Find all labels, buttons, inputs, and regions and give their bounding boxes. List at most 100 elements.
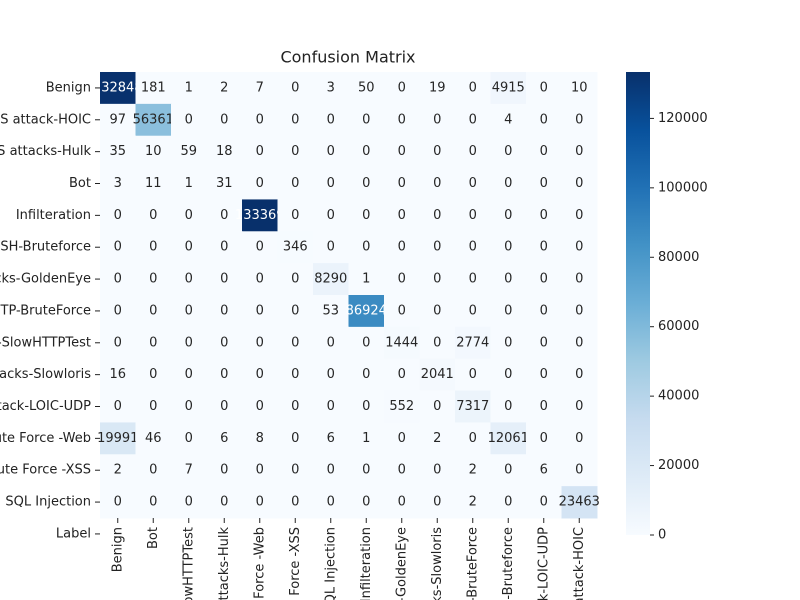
cell-label: 0 [220, 399, 228, 414]
cell-label: 50 [358, 80, 375, 95]
heatmap-cell [561, 135, 598, 169]
cell-label: 11 [145, 176, 162, 191]
heatmap-cell [455, 167, 491, 200]
heatmap-cell [490, 231, 527, 264]
y-tick-label: DDOS attack-HOIC [0, 112, 91, 127]
y-tick-label: Brute Force -XSS [0, 463, 91, 478]
cell-label: 0 [291, 144, 299, 159]
x-tick-label: DoS attacks-Hulk [217, 527, 232, 600]
cell-label: 0 [149, 272, 157, 287]
cell-label: 0 [540, 367, 548, 382]
cell-label: 0 [504, 495, 512, 510]
cell-label: 0 [504, 240, 512, 255]
heatmap-cell [419, 167, 456, 200]
cell-label: 0 [540, 303, 548, 318]
cell-label: 0 [398, 303, 406, 318]
cell-label: 0 [469, 431, 477, 446]
cell-label: 0 [469, 367, 477, 382]
heatmap-cell [206, 295, 243, 328]
heatmap-cell [561, 454, 598, 487]
heatmap-cell [384, 72, 420, 105]
heatmap-cell [277, 422, 314, 455]
heatmap-cell [348, 167, 385, 200]
heatmap-cell [526, 135, 562, 169]
cell-label: 12061 [488, 431, 529, 446]
cell-label: 10 [145, 144, 162, 159]
heatmap-cell [313, 263, 349, 296]
heatmap-cell [455, 231, 491, 264]
cell-label: 0 [433, 272, 441, 287]
heatmap-cell [561, 358, 598, 392]
cell-label: 0 [469, 144, 477, 159]
cell-label: 0 [504, 272, 512, 287]
heatmap-cell [313, 422, 349, 455]
cell-label: 0 [433, 208, 441, 223]
cell-label: 8290 [314, 272, 347, 287]
heatmap-cell [206, 454, 243, 487]
cell-label: 1 [185, 80, 193, 95]
x-tick-label: DDOS attack-LOIC-UDP [536, 527, 551, 600]
heatmap-cell [277, 390, 314, 423]
cell-label: 0 [327, 495, 335, 510]
heatmap-cell [384, 263, 420, 296]
cell-label: 0 [256, 463, 264, 478]
cell-label: 0 [575, 144, 583, 159]
cell-label: 7 [185, 463, 193, 478]
heatmap-cell [100, 263, 136, 296]
cell-label: 0 [220, 208, 228, 223]
cell-label: 2 [469, 495, 477, 510]
heatmap-cell [171, 422, 207, 455]
cell-label: 0 [575, 367, 583, 382]
heatmap-cell [277, 263, 314, 296]
cell-label: 1 [362, 431, 370, 446]
heatmap-cell [490, 103, 527, 137]
heatmap-cell [135, 135, 172, 169]
y-tick-label: Infilteration [16, 208, 91, 223]
heatmap-cell [419, 422, 456, 455]
cell-label: 0 [575, 431, 583, 446]
cell-label: 0 [362, 399, 370, 414]
heatmap-cell [384, 167, 420, 200]
y-tick-label: SSH-Bruteforce [0, 240, 91, 255]
cell-label: 133369 [235, 208, 285, 223]
heatmap-cell [135, 422, 172, 455]
heatmap-cell [313, 486, 349, 519]
heatmap-cell [171, 199, 207, 232]
cell-label: 0 [504, 399, 512, 414]
heatmap-cell [526, 390, 562, 423]
colorbar-tick-label: 100000 [658, 180, 708, 195]
heatmap-cell [277, 295, 314, 328]
colorbar-tick-label: 80000 [658, 250, 699, 265]
heatmap-cell [384, 358, 420, 392]
cell-label: 552 [389, 399, 414, 414]
cell-label: 2041 [421, 367, 454, 382]
heatmap-cell [348, 326, 385, 360]
heatmap-cell [526, 263, 562, 296]
cell-label: 0 [256, 399, 264, 414]
heatmap-cell [277, 358, 314, 392]
heatmap-cell [455, 199, 491, 232]
cell-label: 0 [185, 431, 193, 446]
heatmap-cell [561, 390, 598, 423]
cell-label: 46 [145, 431, 162, 446]
heatmap-cell [135, 231, 172, 264]
cell-label: 0 [327, 208, 335, 223]
colorbar-tick-label: 60000 [658, 319, 699, 334]
heatmap-cell [526, 358, 562, 392]
heatmap-cell [206, 167, 243, 200]
heatmap-cell [206, 135, 243, 169]
y-tick-label: DoS attacks-GoldenEye [0, 272, 91, 287]
heatmap-cell [490, 454, 527, 487]
heatmap-cell [455, 295, 491, 328]
x-tick-label: Brute Force -Web [252, 527, 267, 600]
heatmap-cell [561, 422, 598, 455]
heatmap-cell [419, 199, 456, 232]
cell-label: 0 [220, 112, 228, 127]
cell-label: 346 [283, 240, 308, 255]
cell-label: 0 [220, 367, 228, 382]
heatmap-cell [419, 72, 456, 105]
cell-label: 0 [220, 495, 228, 510]
heatmap-cell [242, 72, 278, 105]
heatmap-cell [384, 135, 420, 169]
heatmap-cell [242, 263, 278, 296]
